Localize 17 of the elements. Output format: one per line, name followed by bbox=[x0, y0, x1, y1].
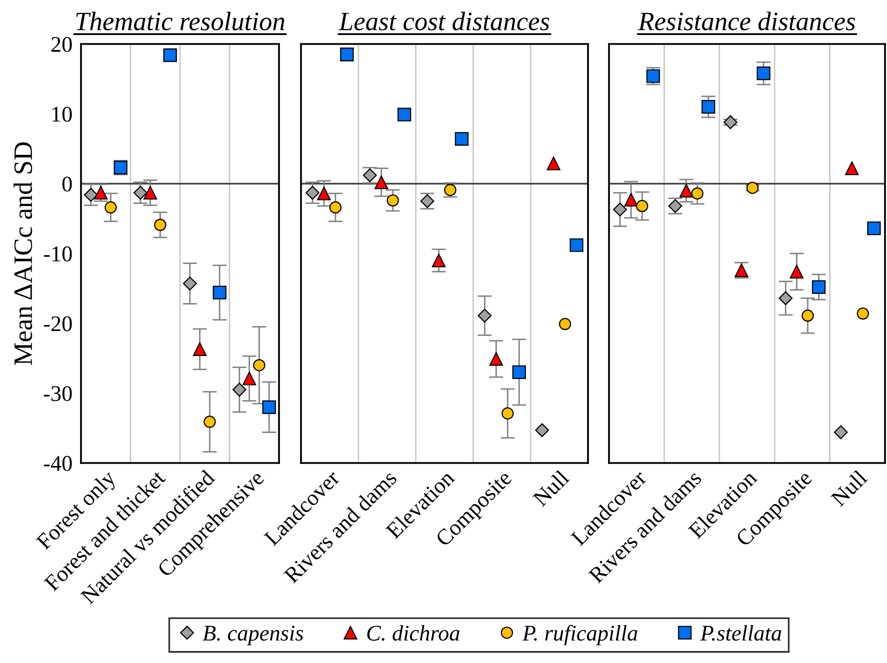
y-tick-label: -20 bbox=[44, 316, 72, 332]
legend-label: B. capensis bbox=[202, 626, 304, 646]
legend-label: P. ruficapilla bbox=[522, 624, 638, 646]
y-tick-label: -10 bbox=[44, 246, 72, 262]
y-axis-title: Mean ΔAICc and SD bbox=[14, 142, 32, 365]
legend-label: C. dichroa bbox=[367, 625, 460, 641]
y-tick-label: -30 bbox=[44, 386, 72, 402]
y-tick-label: 10 bbox=[52, 106, 72, 122]
y-tick-label: 0 bbox=[62, 176, 72, 192]
y-tick-label: -40 bbox=[44, 456, 72, 471]
chart-title: Resistance distances bbox=[638, 12, 856, 30]
x-tick-label: Null bbox=[532, 468, 570, 508]
chart-title: Thematic resolution bbox=[76, 12, 284, 30]
chart-title: Least cost distances bbox=[338, 12, 550, 30]
legend-label: P.stellata bbox=[700, 625, 782, 641]
x-tick-label: Null bbox=[830, 468, 868, 508]
y-tick-label: 20 bbox=[51, 36, 72, 52]
